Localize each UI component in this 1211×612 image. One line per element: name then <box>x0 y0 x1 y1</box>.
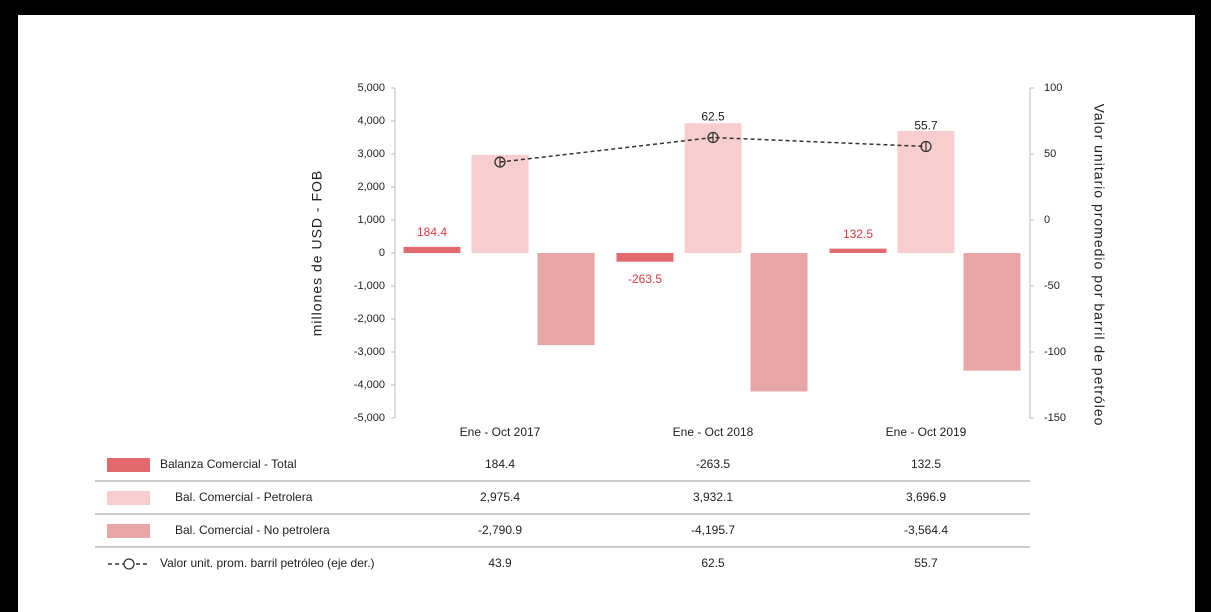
data-label: 132.5 <box>843 227 873 241</box>
legend-swatch <box>107 491 150 505</box>
bar <box>963 253 1021 371</box>
table-value: 3,932.1 <box>693 490 733 504</box>
y-tick-label: -5,000 <box>354 412 385 424</box>
y-tick-label: -3,000 <box>354 346 385 358</box>
y2-tick-label: -150 <box>1044 412 1066 424</box>
legend-swatch <box>107 458 150 472</box>
bar <box>684 123 742 254</box>
legend-marker <box>123 558 135 570</box>
y2-axis-title: Valor unitario promedio por barril de pe… <box>1091 104 1107 427</box>
bar <box>537 253 595 346</box>
table-value: 132.5 <box>911 457 941 471</box>
y2-tick-label: -100 <box>1044 346 1066 358</box>
table-value: -3,564.4 <box>904 523 948 537</box>
y2-tick-label: 50 <box>1044 148 1056 160</box>
y-axis-title: millones de USD - FOB <box>309 170 325 336</box>
y-tick-label: 4,000 <box>357 115 385 127</box>
bar <box>616 253 674 262</box>
y-tick-label: 0 <box>379 247 385 259</box>
bar <box>750 253 808 392</box>
y2-tick-label: 0 <box>1044 214 1050 226</box>
y-tick-label: -2,000 <box>354 313 385 325</box>
y-tick-label: -4,000 <box>354 379 385 391</box>
bar <box>829 248 887 253</box>
point-label: 55.7 <box>914 119 938 133</box>
y-tick-label: 5,000 <box>357 82 385 94</box>
y-tick-label: 2,000 <box>357 181 385 193</box>
legend-label: Balanza Comercial - Total <box>160 457 297 471</box>
y-tick-label: 3,000 <box>357 148 385 160</box>
table-value: 55.7 <box>914 556 938 570</box>
table-value: 43.9 <box>488 556 512 570</box>
legend-label: Bal. Comercial - Petrolera <box>175 490 313 504</box>
y-tick-label: -1,000 <box>354 280 385 292</box>
table-value: 2,975.4 <box>480 490 520 504</box>
table-value: 3,696.9 <box>906 490 946 504</box>
x-tick-label: Ene - Oct 2019 <box>886 425 967 439</box>
legend-swatch <box>107 524 150 538</box>
table-value: 62.5 <box>701 556 725 570</box>
table-value: 184.4 <box>485 457 515 471</box>
y2-tick-label: -50 <box>1044 280 1060 292</box>
data-label: -263.5 <box>628 272 662 286</box>
line <box>499 136 927 163</box>
table-value: -4,195.7 <box>691 523 735 537</box>
point-label: 62.5 <box>701 110 725 124</box>
legend-label: Bal. Comercial - No petrolera <box>175 523 330 537</box>
x-tick-label: Ene - Oct 2017 <box>460 425 541 439</box>
bar <box>471 154 529 253</box>
y2-tick-label: 100 <box>1044 82 1062 94</box>
x-tick-label: Ene - Oct 2018 <box>673 425 754 439</box>
y-tick-label: 1,000 <box>357 214 385 226</box>
bar <box>403 246 461 253</box>
data-label: 184.4 <box>417 225 447 239</box>
legend-label: Valor unit. prom. barril petróleo (eje d… <box>160 556 375 570</box>
table-value: -2,790.9 <box>478 523 522 537</box>
table-value: -263.5 <box>696 457 730 471</box>
